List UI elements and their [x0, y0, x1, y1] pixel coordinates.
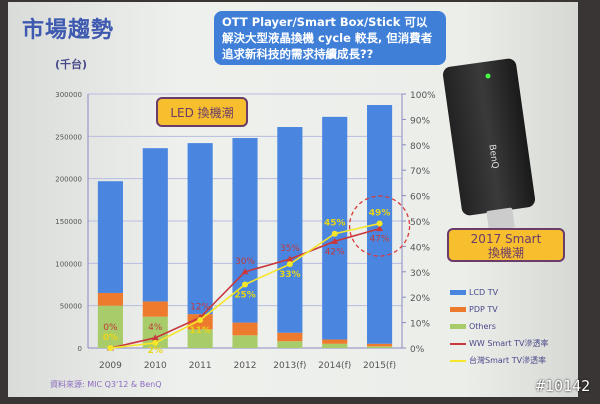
bar-others — [277, 341, 303, 348]
data-label: 33% — [279, 270, 301, 280]
data-label: 0% — [103, 333, 118, 343]
y-tick-label: 50000 — [60, 303, 82, 311]
data-label: 49% — [369, 209, 391, 219]
legend-swatch — [450, 359, 466, 362]
data-label: 35% — [280, 244, 300, 254]
led-callout: LED 換機潮 — [156, 97, 248, 127]
y-tick-label: 200000 — [55, 176, 82, 184]
data-label: 2% — [148, 346, 163, 356]
legend-label: 台灣Smart TV滲透率 — [469, 356, 547, 365]
legend-item: WW Smart TV滲透率 — [450, 335, 548, 352]
bar-others — [322, 343, 348, 348]
legend-label: Others — [469, 322, 496, 331]
legend-label: WW Smart TV滲透率 — [469, 339, 549, 348]
y-tick-label: 150000 — [55, 218, 82, 226]
data-label: 25% — [234, 291, 256, 301]
y2-tick-label: 30% — [410, 269, 430, 279]
ott-speech-bubble: OTT Player/Smart Box/Stick 可以解決大型液晶換機 cy… — [214, 11, 446, 65]
bar-lcd-tv — [187, 143, 213, 315]
image-id-watermark: #10142 — [536, 377, 591, 395]
source-note: 資料來源: MIC Q3'12 & BenQ — [50, 380, 162, 389]
x-tick-label: 2011 — [189, 361, 212, 371]
bar-lcd-tv — [97, 181, 123, 293]
legend-swatch — [450, 290, 466, 295]
data-label: 45% — [324, 219, 346, 229]
point-taiwan — [197, 317, 204, 324]
y2-tick-label: 70% — [410, 167, 430, 177]
point-taiwan — [331, 230, 338, 237]
smart-callout-line1: 2017 Smart — [470, 232, 542, 246]
legend-item: Others — [450, 318, 548, 335]
y2-tick-label: 20% — [410, 294, 430, 304]
legend-item: PDP TV — [450, 301, 548, 318]
x-tick-label: 2010 — [144, 361, 167, 371]
data-label: 30% — [235, 257, 255, 267]
y-tick-label: 300000 — [55, 91, 82, 99]
point-ww — [151, 334, 159, 341]
legend-item: LCD TV — [450, 284, 548, 301]
point-taiwan — [376, 220, 383, 227]
point-taiwan — [152, 339, 159, 346]
bar-others — [97, 305, 123, 348]
bar-others — [232, 335, 258, 348]
x-tick-label: 2015(f) — [363, 361, 396, 371]
point-ww — [286, 255, 294, 262]
bar-lcd-tv — [277, 127, 303, 333]
blog-logo-watermark — [6, 330, 66, 390]
y2-tick-label: 80% — [410, 142, 430, 152]
bar-pdp-tv — [367, 343, 393, 347]
x-tick-label: 2014(f) — [318, 361, 351, 371]
legend-swatch — [450, 324, 466, 329]
y2-tick-label: 0% — [410, 345, 425, 355]
y-tick-label: 100000 — [55, 260, 82, 268]
bar-pdp-tv — [142, 301, 168, 317]
y2-tick-label: 90% — [410, 116, 430, 126]
y2-tick-label: 10% — [410, 320, 430, 330]
smart-callout-line2: 換機潮 — [487, 246, 524, 260]
bar-pdp-tv — [97, 292, 123, 306]
point-taiwan — [286, 261, 293, 268]
x-tick-label: 2012 — [234, 361, 257, 371]
bar-others — [367, 346, 393, 348]
legend: LCD TV PDP TV Others WW Smart TV滲透率 台灣Smart … — [450, 284, 548, 369]
y-tick-label: 0 — [78, 345, 82, 353]
legend-label: LCD TV — [469, 288, 499, 297]
legend-swatch — [450, 307, 466, 312]
legend-swatch — [450, 342, 466, 345]
point-ww — [376, 225, 384, 232]
y2-tick-label: 100% — [410, 91, 436, 101]
point-taiwan — [107, 345, 114, 351]
unit-label: (千台) — [55, 58, 88, 71]
x-tick-label: 2009 — [99, 361, 122, 371]
bar-pdp-tv — [277, 332, 303, 342]
bar-others — [187, 329, 213, 348]
data-label: 0% — [103, 323, 118, 333]
bar-lcd-tv — [322, 116, 348, 340]
x-tick-label: 2013(f) — [273, 361, 306, 371]
legend-label: PDP TV — [469, 305, 498, 314]
smart-callout: 2017 Smart 換機潮 — [447, 228, 565, 262]
data-label: 12% — [190, 303, 210, 313]
y-tick-label: 250000 — [55, 133, 82, 141]
data-label: 4% — [148, 323, 163, 333]
data-label: 47% — [370, 235, 390, 245]
y2-tick-label: 60% — [410, 193, 430, 203]
y2-tick-label: 40% — [410, 243, 430, 253]
point-ww — [241, 268, 249, 275]
point-ww — [331, 237, 339, 244]
legend-item: 台灣Smart TV滲透率 — [450, 352, 548, 369]
bar-pdp-tv — [322, 339, 348, 344]
bar-pdp-tv — [232, 322, 258, 336]
slide-title: 市場趨勢 — [22, 18, 115, 43]
y2-tick-label: 50% — [410, 218, 430, 228]
bar-lcd-tv — [142, 148, 168, 302]
data-label: 42% — [325, 247, 345, 257]
data-label: 11% — [189, 326, 211, 336]
point-taiwan — [242, 281, 248, 288]
highlight-circle — [348, 195, 411, 257]
